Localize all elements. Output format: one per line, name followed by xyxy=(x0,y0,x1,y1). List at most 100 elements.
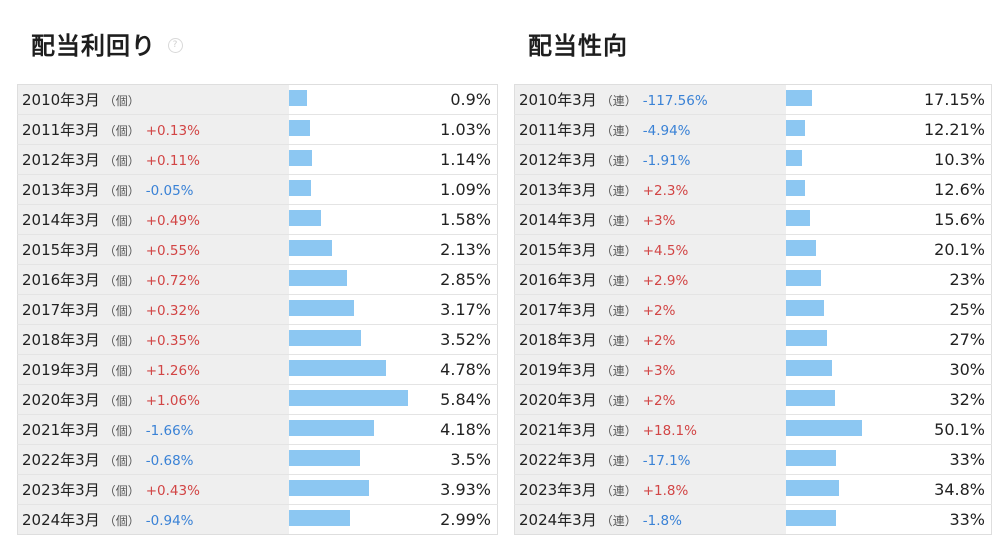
row-change: +0.13% xyxy=(145,123,200,139)
row-year: 2020年3月 xyxy=(519,391,597,409)
row-value: 15.6% xyxy=(906,204,992,235)
value-bar xyxy=(785,330,827,346)
question-mark-icon[interactable]: ? xyxy=(168,37,183,53)
table-row: 2020年3月 （個） +1.06% 5.84% xyxy=(17,384,498,415)
row-label: 2012年3月 （連） -1.91% xyxy=(514,144,786,175)
row-value: 12.6% xyxy=(906,174,992,205)
row-value: 1.14% xyxy=(409,144,498,175)
row-bar-cell xyxy=(288,174,410,205)
table-row: 2019年3月 （連） +3% 30% xyxy=(514,354,992,385)
row-label: 2018年3月 （個） +0.35% xyxy=(17,324,289,355)
row-bar-cell xyxy=(288,294,410,325)
row-label: 2016年3月 （連） +2.9% xyxy=(514,264,786,295)
row-unit: （個） xyxy=(103,94,140,108)
row-value: 1.03% xyxy=(409,114,498,145)
value-bar xyxy=(288,390,408,406)
value-bar xyxy=(785,210,810,226)
row-change: +1.06% xyxy=(145,393,200,409)
row-value: 12.21% xyxy=(906,114,992,145)
row-bar-cell xyxy=(288,474,410,505)
row-label: 2018年3月 （連） +2% xyxy=(514,324,786,355)
row-year: 2015年3月 xyxy=(22,241,100,259)
row-change: +2% xyxy=(642,303,676,319)
value-bar xyxy=(288,150,312,166)
row-unit: （個） xyxy=(103,424,140,438)
table-row: 2017年3月 （個） +0.32% 3.17% xyxy=(17,294,498,325)
row-year: 2013年3月 xyxy=(22,181,100,199)
value-bar xyxy=(785,480,839,496)
value-bar xyxy=(288,420,374,436)
row-value: 33% xyxy=(906,504,992,535)
value-bar xyxy=(785,420,862,436)
row-year: 2023年3月 xyxy=(22,481,100,499)
row-unit: （個） xyxy=(103,154,140,168)
row-label: 2016年3月 （個） +0.72% xyxy=(17,264,289,295)
row-bar-cell xyxy=(785,174,907,205)
table-row: 2011年3月 （個） +0.13% 1.03% xyxy=(17,114,498,145)
row-change: +3% xyxy=(642,213,676,229)
row-value: 20.1% xyxy=(906,234,992,265)
row-label: 2024年3月 （連） -1.8% xyxy=(514,504,786,535)
row-change: +0.43% xyxy=(145,483,200,499)
row-label: 2014年3月 （個） +0.49% xyxy=(17,204,289,235)
row-label: 2021年3月 （連） +18.1% xyxy=(514,414,786,445)
row-value: 10.3% xyxy=(906,144,992,175)
table-row: 2022年3月 （個） -0.68% 3.5% xyxy=(17,444,498,475)
table-row: 2021年3月 （個） -1.66% 4.18% xyxy=(17,414,498,445)
table-row: 2014年3月 （個） +0.49% 1.58% xyxy=(17,204,498,235)
row-change: +0.49% xyxy=(145,213,200,229)
row-unit: （個） xyxy=(103,244,140,258)
row-value: 1.09% xyxy=(409,174,498,205)
row-unit: （連） xyxy=(600,424,637,438)
row-change: -117.56% xyxy=(642,93,708,109)
row-label: 2010年3月 （連） -117.56% xyxy=(514,84,786,115)
row-bar-cell xyxy=(785,324,907,355)
row-bar-cell xyxy=(785,444,907,475)
row-year: 2013年3月 xyxy=(519,181,597,199)
row-unit: （連） xyxy=(600,334,637,348)
row-year: 2020年3月 xyxy=(22,391,100,409)
value-bar xyxy=(288,270,347,286)
value-bar xyxy=(288,300,354,316)
row-unit: （個） xyxy=(103,484,140,498)
row-year: 2022年3月 xyxy=(22,451,100,469)
row-year: 2023年3月 xyxy=(519,481,597,499)
row-label: 2021年3月 （個） -1.66% xyxy=(17,414,289,445)
row-year: 2021年3月 xyxy=(22,421,100,439)
table-row: 2011年3月 （連） -4.94% 12.21% xyxy=(514,114,992,145)
dividend-yield-table: 2010年3月 （個） 0.9% 2011年3月 （個） +0.13% 1.03% 2012年… xyxy=(17,84,498,535)
row-bar-cell xyxy=(785,294,907,325)
table-row: 2020年3月 （連） +2% 32% xyxy=(514,384,992,415)
row-year: 2017年3月 xyxy=(519,301,597,319)
row-change: -4.94% xyxy=(642,123,691,139)
row-year: 2016年3月 xyxy=(22,271,100,289)
row-value: 2.13% xyxy=(409,234,498,265)
row-label: 2023年3月 （連） +1.8% xyxy=(514,474,786,505)
row-bar-cell xyxy=(785,414,907,445)
row-change: +2.3% xyxy=(642,183,689,199)
row-change: -1.91% xyxy=(642,153,691,169)
row-unit: （個） xyxy=(103,364,140,378)
table-row: 2015年3月 （連） +4.5% 20.1% xyxy=(514,234,992,265)
row-change: -0.05% xyxy=(145,183,194,199)
table-row: 2016年3月 （個） +0.72% 2.85% xyxy=(17,264,498,295)
row-unit: （個） xyxy=(103,274,140,288)
row-change: +1.8% xyxy=(642,483,689,499)
row-bar-cell xyxy=(785,234,907,265)
row-value: 3.93% xyxy=(409,474,498,505)
table-row: 2015年3月 （個） +0.55% 2.13% xyxy=(17,234,498,265)
table-row: 2018年3月 （個） +0.35% 3.52% xyxy=(17,324,498,355)
row-year: 2015年3月 xyxy=(519,241,597,259)
value-bar xyxy=(288,330,361,346)
row-year: 2018年3月 xyxy=(22,331,100,349)
row-bar-cell xyxy=(288,234,410,265)
row-unit: （連） xyxy=(600,364,637,378)
row-year: 2024年3月 xyxy=(22,511,100,529)
row-bar-cell xyxy=(785,144,907,175)
row-value: 0.9% xyxy=(409,84,498,115)
row-bar-cell xyxy=(288,84,410,115)
table-row: 2022年3月 （連） -17.1% 33% xyxy=(514,444,992,475)
row-bar-cell xyxy=(785,84,907,115)
table-row: 2012年3月 （個） +0.11% 1.14% xyxy=(17,144,498,175)
row-label: 2017年3月 （連） +2% xyxy=(514,294,786,325)
